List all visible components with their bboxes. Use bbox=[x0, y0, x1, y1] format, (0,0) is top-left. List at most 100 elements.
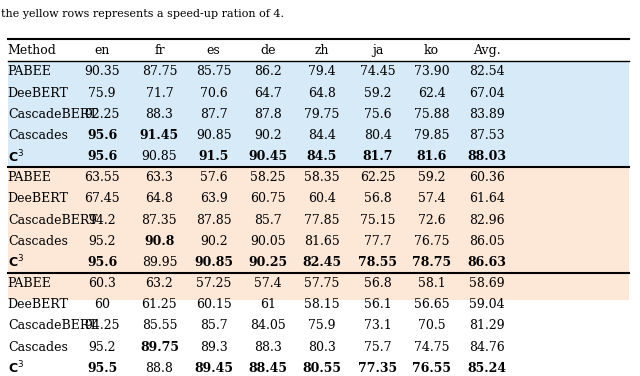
Text: 83.89: 83.89 bbox=[469, 108, 505, 121]
Text: en: en bbox=[94, 44, 109, 57]
Text: 71.7: 71.7 bbox=[146, 86, 173, 100]
Text: 64.8: 64.8 bbox=[145, 193, 173, 205]
Text: PABEE: PABEE bbox=[8, 171, 52, 184]
Text: 87.35: 87.35 bbox=[141, 214, 177, 227]
Text: ja: ja bbox=[372, 44, 383, 57]
Text: 74.45: 74.45 bbox=[360, 65, 396, 79]
Text: 67.04: 67.04 bbox=[469, 86, 505, 100]
Text: $\mathbf{C}^3$: $\mathbf{C}^3$ bbox=[8, 148, 24, 165]
Text: 62.4: 62.4 bbox=[418, 86, 445, 100]
Text: 82.96: 82.96 bbox=[469, 214, 505, 227]
Text: $\mathbf{C}^3$: $\mathbf{C}^3$ bbox=[8, 360, 24, 376]
Text: 87.53: 87.53 bbox=[469, 129, 505, 142]
Text: 89.3: 89.3 bbox=[200, 341, 227, 354]
Text: 95.6: 95.6 bbox=[87, 150, 117, 163]
Text: Avg.: Avg. bbox=[473, 44, 500, 57]
Text: 84.4: 84.4 bbox=[308, 129, 336, 142]
Text: 63.2: 63.2 bbox=[145, 277, 173, 290]
Text: 89.45: 89.45 bbox=[194, 362, 233, 375]
Text: 78.75: 78.75 bbox=[412, 256, 451, 269]
Text: 95.2: 95.2 bbox=[88, 235, 116, 248]
Text: Cascades: Cascades bbox=[8, 235, 68, 248]
Text: 88.03: 88.03 bbox=[467, 150, 506, 163]
Text: 94.2: 94.2 bbox=[88, 214, 116, 227]
Text: 81.65: 81.65 bbox=[304, 235, 340, 248]
Text: 79.75: 79.75 bbox=[304, 108, 340, 121]
Text: 87.85: 87.85 bbox=[196, 214, 232, 227]
Bar bbox=[8, 167, 629, 273]
Text: 90.8: 90.8 bbox=[144, 235, 175, 248]
Text: 90.25: 90.25 bbox=[248, 256, 287, 269]
Text: 58.69: 58.69 bbox=[469, 277, 505, 290]
Text: 85.75: 85.75 bbox=[196, 65, 231, 79]
Text: 58.25: 58.25 bbox=[250, 171, 285, 184]
Text: 60.3: 60.3 bbox=[88, 277, 116, 290]
Text: 70.6: 70.6 bbox=[200, 86, 227, 100]
Text: 90.35: 90.35 bbox=[84, 65, 120, 79]
Text: 91.5: 91.5 bbox=[198, 150, 228, 163]
Text: 85.24: 85.24 bbox=[467, 362, 506, 375]
Text: $\mathbf{C}^3$: $\mathbf{C}^3$ bbox=[8, 254, 24, 271]
Text: 56.1: 56.1 bbox=[364, 298, 392, 311]
Text: 62.25: 62.25 bbox=[360, 171, 396, 184]
Text: 77.35: 77.35 bbox=[358, 362, 397, 375]
Text: 95.6: 95.6 bbox=[87, 129, 117, 142]
Text: 84.76: 84.76 bbox=[469, 341, 505, 354]
Text: 88.3: 88.3 bbox=[254, 341, 282, 354]
Text: 86.63: 86.63 bbox=[467, 256, 506, 269]
Text: the yellow rows represents a speed-up ration of 4.: the yellow rows represents a speed-up ra… bbox=[1, 9, 284, 19]
Text: 95.5: 95.5 bbox=[87, 362, 117, 375]
Text: 72.6: 72.6 bbox=[418, 214, 445, 227]
Bar bbox=[8, 273, 629, 376]
Text: 90.85: 90.85 bbox=[141, 150, 177, 163]
Text: 81.7: 81.7 bbox=[363, 150, 393, 163]
Text: 85.7: 85.7 bbox=[200, 320, 227, 332]
Text: Cascades: Cascades bbox=[8, 129, 68, 142]
Text: 86.2: 86.2 bbox=[254, 65, 282, 79]
Text: ko: ko bbox=[424, 44, 439, 57]
Text: 88.3: 88.3 bbox=[145, 108, 173, 121]
Text: 63.9: 63.9 bbox=[200, 193, 227, 205]
Text: 56.8: 56.8 bbox=[364, 193, 392, 205]
Text: 64.8: 64.8 bbox=[308, 86, 336, 100]
Text: 75.9: 75.9 bbox=[88, 86, 116, 100]
Text: 56.65: 56.65 bbox=[413, 298, 449, 311]
Text: 90.45: 90.45 bbox=[248, 150, 287, 163]
Text: 57.4: 57.4 bbox=[418, 193, 445, 205]
Text: 77.7: 77.7 bbox=[364, 235, 392, 248]
Text: 95.6: 95.6 bbox=[87, 256, 117, 269]
Text: de: de bbox=[260, 44, 275, 57]
Text: 60: 60 bbox=[94, 298, 110, 311]
Text: 94.25: 94.25 bbox=[84, 320, 120, 332]
Text: 60.75: 60.75 bbox=[250, 193, 285, 205]
Text: 79.85: 79.85 bbox=[414, 129, 449, 142]
Text: 61.64: 61.64 bbox=[469, 193, 505, 205]
Text: 87.7: 87.7 bbox=[200, 108, 227, 121]
Text: 59.2: 59.2 bbox=[364, 86, 392, 100]
Text: 59.2: 59.2 bbox=[418, 171, 445, 184]
Text: 57.4: 57.4 bbox=[254, 277, 282, 290]
Text: 75.6: 75.6 bbox=[364, 108, 392, 121]
Text: 81.29: 81.29 bbox=[469, 320, 505, 332]
Text: 82.54: 82.54 bbox=[469, 65, 505, 79]
Text: 85.7: 85.7 bbox=[254, 214, 282, 227]
Text: 57.25: 57.25 bbox=[196, 277, 231, 290]
Text: 76.55: 76.55 bbox=[412, 362, 451, 375]
Text: 56.8: 56.8 bbox=[364, 277, 392, 290]
Text: 61.25: 61.25 bbox=[141, 298, 177, 311]
Text: Method: Method bbox=[8, 44, 56, 57]
Text: 92.25: 92.25 bbox=[84, 108, 120, 121]
Text: 57.6: 57.6 bbox=[200, 171, 227, 184]
Text: Cascades: Cascades bbox=[8, 341, 68, 354]
Text: 90.2: 90.2 bbox=[200, 235, 227, 248]
Text: PABEE: PABEE bbox=[8, 277, 52, 290]
Text: DeeBERT: DeeBERT bbox=[8, 298, 68, 311]
Text: PABEE: PABEE bbox=[8, 65, 52, 79]
Text: 75.88: 75.88 bbox=[413, 108, 449, 121]
Text: 59.04: 59.04 bbox=[469, 298, 505, 311]
Text: 73.1: 73.1 bbox=[364, 320, 392, 332]
Text: 90.85: 90.85 bbox=[194, 256, 233, 269]
Text: 75.7: 75.7 bbox=[364, 341, 392, 354]
Text: DeeBERT: DeeBERT bbox=[8, 193, 68, 205]
Text: zh: zh bbox=[315, 44, 329, 57]
